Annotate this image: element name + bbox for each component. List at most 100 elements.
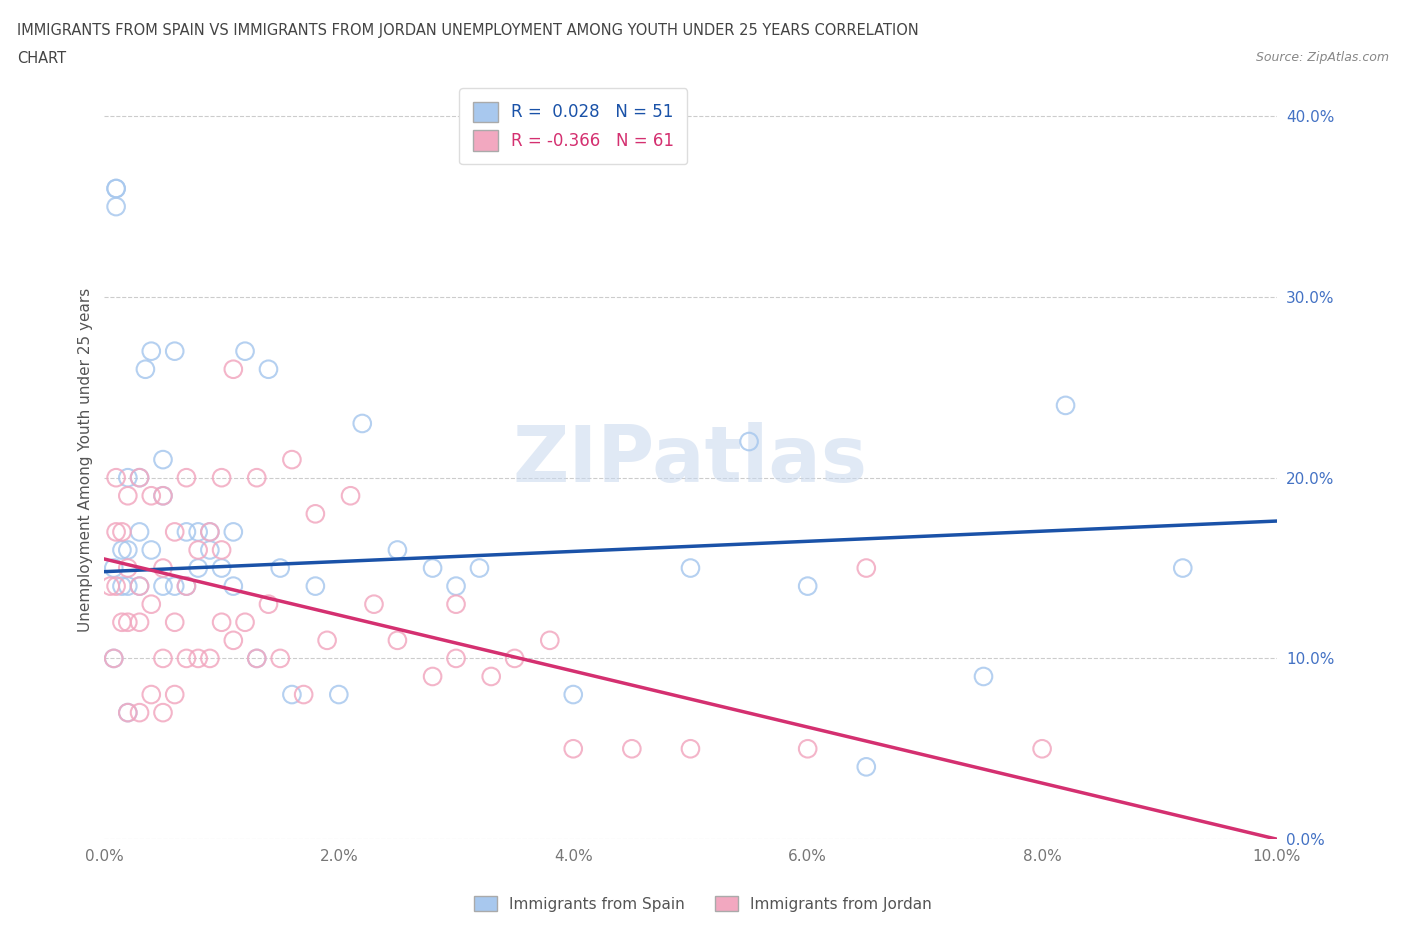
Point xyxy=(233,344,256,359)
Point xyxy=(1171,561,1194,576)
Point xyxy=(198,651,221,666)
Point xyxy=(117,488,139,503)
Point xyxy=(562,741,585,756)
Point xyxy=(152,561,174,576)
Point xyxy=(211,542,233,557)
Point xyxy=(187,651,209,666)
Point xyxy=(141,344,163,359)
Point xyxy=(105,578,128,593)
Point xyxy=(105,181,128,196)
Point xyxy=(855,760,877,775)
Text: ZIPatlas: ZIPatlas xyxy=(513,421,868,498)
Point xyxy=(117,561,139,576)
Point xyxy=(468,561,491,576)
Y-axis label: Unemployment Among Youth under 25 years: Unemployment Among Youth under 25 years xyxy=(79,287,93,631)
Point xyxy=(387,633,409,648)
Legend: R =  0.028   N = 51, R = -0.366   N = 61: R = 0.028 N = 51, R = -0.366 N = 61 xyxy=(460,88,688,164)
Point xyxy=(222,633,245,648)
Point xyxy=(105,471,128,485)
Point xyxy=(246,651,269,666)
Point xyxy=(128,525,150,539)
Point xyxy=(117,578,139,593)
Point xyxy=(105,525,128,539)
Point xyxy=(187,542,209,557)
Point xyxy=(141,542,163,557)
Point xyxy=(855,561,877,576)
Text: Source: ZipAtlas.com: Source: ZipAtlas.com xyxy=(1256,51,1389,64)
Point xyxy=(111,578,134,593)
Point xyxy=(562,687,585,702)
Point xyxy=(796,578,818,593)
Point xyxy=(352,416,374,431)
Point xyxy=(152,488,174,503)
Point xyxy=(134,362,156,377)
Point xyxy=(128,615,150,630)
Point xyxy=(105,199,128,214)
Point xyxy=(187,561,209,576)
Point xyxy=(246,651,269,666)
Text: IMMIGRANTS FROM SPAIN VS IMMIGRANTS FROM JORDAN UNEMPLOYMENT AMONG YOUTH UNDER 2: IMMIGRANTS FROM SPAIN VS IMMIGRANTS FROM… xyxy=(17,23,918,38)
Point xyxy=(1054,398,1077,413)
Point xyxy=(211,561,233,576)
Point xyxy=(128,578,150,593)
Point xyxy=(198,525,221,539)
Point xyxy=(246,471,269,485)
Point xyxy=(152,705,174,720)
Point xyxy=(281,687,304,702)
Point xyxy=(163,687,186,702)
Point xyxy=(269,561,291,576)
Point xyxy=(257,597,280,612)
Point xyxy=(128,578,150,593)
Point xyxy=(304,578,326,593)
Point xyxy=(444,597,467,612)
Point xyxy=(152,452,174,467)
Point xyxy=(176,525,198,539)
Point xyxy=(128,471,150,485)
Point xyxy=(176,578,198,593)
Point xyxy=(163,344,186,359)
Point xyxy=(503,651,526,666)
Point xyxy=(679,741,702,756)
Point xyxy=(444,651,467,666)
Point xyxy=(111,525,134,539)
Point xyxy=(304,507,326,522)
Point xyxy=(163,578,186,593)
Point xyxy=(316,633,339,648)
Point xyxy=(422,561,444,576)
Point xyxy=(176,471,198,485)
Point xyxy=(363,597,385,612)
Point xyxy=(211,615,233,630)
Point xyxy=(339,488,361,503)
Point xyxy=(117,705,139,720)
Point xyxy=(479,669,502,684)
Point xyxy=(198,525,221,539)
Point xyxy=(176,651,198,666)
Point xyxy=(211,471,233,485)
Text: CHART: CHART xyxy=(17,51,66,66)
Point xyxy=(233,615,256,630)
Point xyxy=(163,525,186,539)
Point xyxy=(1031,741,1053,756)
Point xyxy=(222,578,245,593)
Point xyxy=(422,669,444,684)
Point xyxy=(128,705,150,720)
Point xyxy=(328,687,350,702)
Point xyxy=(281,452,304,467)
Point xyxy=(103,651,125,666)
Point xyxy=(111,542,134,557)
Point xyxy=(257,362,280,377)
Point xyxy=(387,542,409,557)
Point xyxy=(163,615,186,630)
Point xyxy=(117,471,139,485)
Point xyxy=(103,651,125,666)
Point xyxy=(141,597,163,612)
Point xyxy=(187,525,209,539)
Point xyxy=(111,615,134,630)
Point xyxy=(269,651,291,666)
Point xyxy=(620,741,643,756)
Point xyxy=(128,471,150,485)
Point xyxy=(176,578,198,593)
Point xyxy=(98,578,121,593)
Point xyxy=(738,434,761,449)
Point xyxy=(292,687,315,702)
